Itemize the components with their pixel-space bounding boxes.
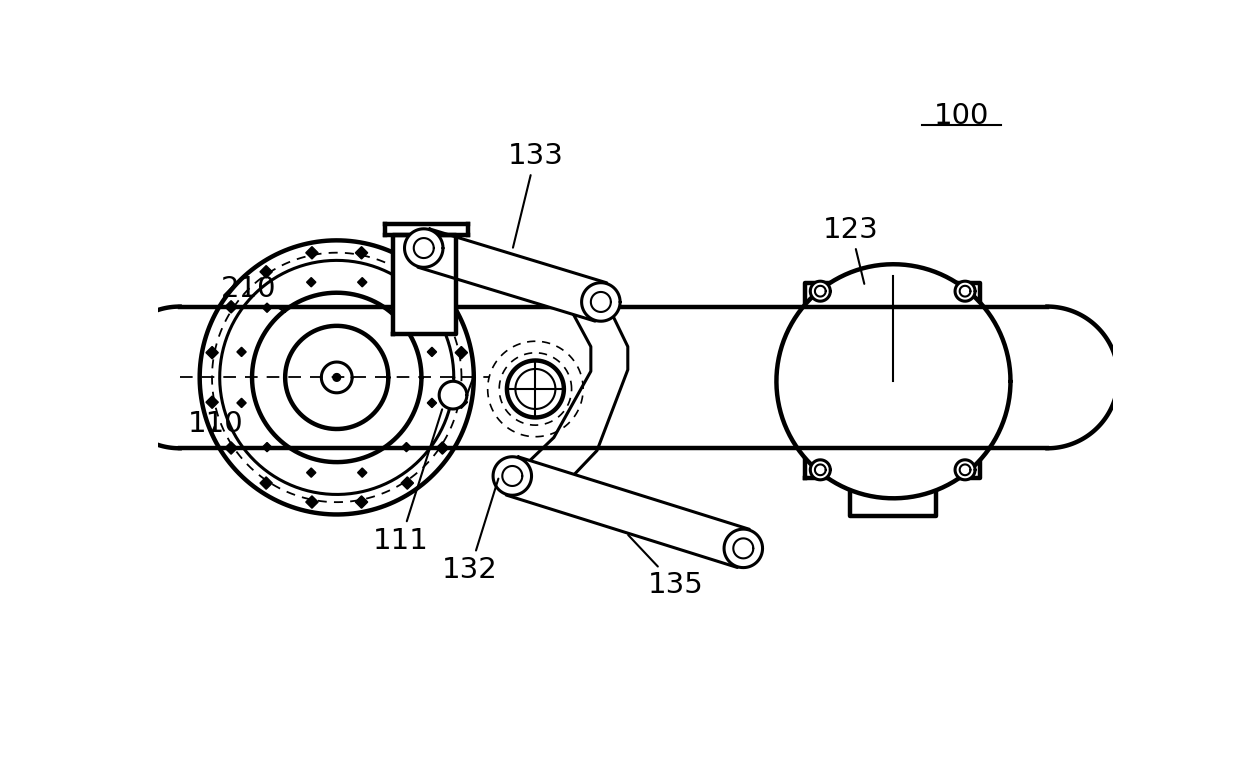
Polygon shape [724, 529, 763, 567]
Polygon shape [260, 477, 273, 490]
Polygon shape [356, 496, 368, 508]
Polygon shape [263, 443, 272, 452]
Polygon shape [494, 456, 532, 495]
Polygon shape [386, 224, 467, 235]
Polygon shape [955, 460, 975, 480]
Polygon shape [418, 229, 606, 321]
Polygon shape [357, 468, 367, 477]
Polygon shape [402, 266, 413, 278]
Polygon shape [439, 382, 467, 409]
Polygon shape [810, 281, 831, 301]
Polygon shape [332, 374, 341, 382]
Text: 111: 111 [373, 409, 443, 554]
Text: 100: 100 [934, 102, 990, 130]
Polygon shape [402, 477, 413, 490]
Polygon shape [393, 235, 456, 334]
Text: 210: 210 [221, 275, 285, 312]
Text: 135: 135 [629, 535, 703, 599]
Polygon shape [420, 235, 627, 499]
Polygon shape [582, 283, 620, 322]
Polygon shape [428, 399, 436, 408]
Polygon shape [237, 347, 247, 356]
Polygon shape [206, 346, 218, 359]
Polygon shape [306, 496, 319, 508]
Polygon shape [402, 443, 410, 452]
Polygon shape [810, 460, 831, 480]
Polygon shape [357, 278, 367, 287]
Polygon shape [436, 301, 449, 313]
Polygon shape [109, 307, 180, 448]
Polygon shape [356, 247, 368, 259]
Polygon shape [306, 468, 316, 477]
Polygon shape [849, 477, 936, 516]
Polygon shape [428, 347, 436, 356]
Polygon shape [402, 303, 410, 312]
Polygon shape [404, 229, 443, 268]
Polygon shape [224, 301, 237, 313]
Text: 133: 133 [507, 142, 563, 247]
Polygon shape [1048, 307, 1118, 448]
Polygon shape [263, 303, 272, 312]
Polygon shape [206, 396, 218, 409]
Polygon shape [455, 396, 467, 409]
Text: 123: 123 [823, 216, 879, 284]
Polygon shape [237, 399, 247, 408]
Polygon shape [224, 442, 237, 454]
Polygon shape [455, 346, 467, 359]
Polygon shape [506, 457, 749, 567]
Text: 132: 132 [443, 479, 498, 584]
Text: 110: 110 [188, 409, 244, 438]
Polygon shape [252, 293, 422, 462]
Polygon shape [321, 362, 352, 392]
Polygon shape [306, 278, 316, 287]
Polygon shape [306, 247, 319, 259]
Polygon shape [776, 264, 1011, 498]
Polygon shape [260, 266, 273, 278]
Polygon shape [955, 281, 975, 301]
Polygon shape [200, 241, 474, 514]
Polygon shape [805, 284, 981, 477]
Polygon shape [436, 442, 449, 454]
Polygon shape [507, 361, 564, 417]
Polygon shape [180, 307, 1048, 448]
